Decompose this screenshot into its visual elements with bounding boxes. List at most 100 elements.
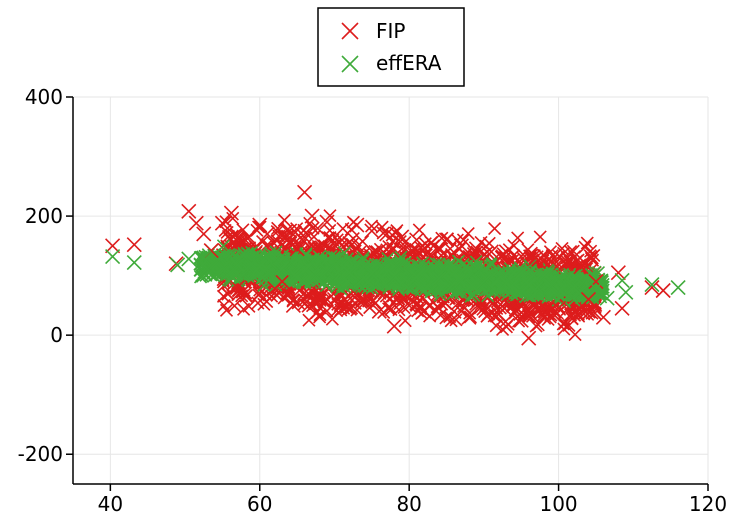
efferra-cloud-point bbox=[514, 266, 528, 280]
fip-point-27 bbox=[349, 217, 365, 233]
fip-point-23 bbox=[319, 214, 335, 230]
efferra-point-1 bbox=[126, 254, 142, 271]
legend-label-fip: FIP bbox=[376, 19, 405, 43]
fip-point-43 bbox=[468, 241, 484, 257]
efferra-cloud-point bbox=[360, 260, 375, 274]
fip-point-22 bbox=[311, 288, 328, 305]
fip-cloud-point bbox=[565, 312, 579, 326]
fip-cloud-point bbox=[219, 215, 233, 229]
fip-cloud-point bbox=[365, 219, 379, 233]
fip-cloud-point bbox=[488, 221, 502, 236]
efferra-point-18 bbox=[498, 275, 514, 291]
efferra-cloud-point bbox=[485, 280, 499, 294]
efferra-point-27 bbox=[670, 279, 686, 296]
fip-point-4 bbox=[188, 215, 204, 231]
efferra-cloud-point bbox=[386, 273, 400, 287]
fip-cloud-point bbox=[580, 236, 594, 250]
fip-point-40 bbox=[446, 303, 462, 319]
efferra-point-25 bbox=[618, 284, 634, 300]
fip-point-8 bbox=[223, 205, 239, 221]
fip-point-50 bbox=[521, 330, 537, 346]
efferra-cloud-point bbox=[549, 273, 563, 287]
efferra-point-7 bbox=[252, 259, 268, 275]
efferra-cloud-point bbox=[513, 264, 527, 278]
fip-point-16 bbox=[282, 223, 298, 239]
fip-point-53 bbox=[543, 253, 559, 269]
fip-cloud-point bbox=[219, 303, 234, 317]
fip-cloud-point bbox=[511, 231, 525, 245]
fip-point-30 bbox=[371, 303, 387, 319]
efferra-point-24 bbox=[614, 272, 630, 288]
fip-point-49 bbox=[513, 312, 529, 328]
fip-cloud-point bbox=[227, 299, 242, 313]
fip-cloud-point bbox=[276, 228, 290, 242]
fip-cloud-point bbox=[495, 322, 510, 337]
fip-point-1 bbox=[126, 237, 142, 253]
efferra-cloud-point bbox=[433, 288, 447, 302]
fip-point-37 bbox=[424, 235, 440, 251]
fip-cloud-point bbox=[265, 289, 279, 303]
legend-marker-efferra bbox=[341, 55, 359, 73]
fip-cloud-point bbox=[328, 238, 342, 252]
fip-cloud-point bbox=[375, 220, 389, 234]
efferra-point-11 bbox=[341, 265, 357, 281]
fip-point-44 bbox=[476, 300, 492, 316]
efferra-point-8 bbox=[274, 260, 290, 277]
efferra-point-0 bbox=[105, 248, 121, 265]
efferra-cloud-point bbox=[511, 284, 525, 298]
fip-point-42 bbox=[461, 309, 477, 325]
fip-point-26 bbox=[341, 300, 357, 316]
y-tick-label-3: -200 bbox=[18, 442, 63, 466]
fip-point-5 bbox=[196, 226, 212, 242]
fip-cloud-point bbox=[356, 247, 371, 261]
x-tick-label-0: 40 bbox=[98, 492, 123, 516]
fip-cloud-point bbox=[382, 302, 396, 316]
fip-cloud-point bbox=[342, 236, 356, 250]
efferra-cloud-point bbox=[431, 269, 445, 283]
efferra-point-13 bbox=[386, 268, 402, 284]
fip-cloud-point bbox=[236, 223, 250, 237]
fip-point-20 bbox=[300, 285, 316, 302]
legend-box bbox=[317, 7, 465, 87]
fip-cloud-point bbox=[407, 242, 421, 256]
fip-point-21 bbox=[304, 208, 320, 224]
efferra-cloud-point bbox=[450, 272, 464, 286]
fip-point-31 bbox=[379, 226, 395, 242]
fip-cloud-point bbox=[220, 239, 234, 253]
efferra-point-21 bbox=[565, 279, 582, 296]
grid-lines bbox=[73, 96, 709, 484]
y-tick-label-2: 0 bbox=[50, 323, 63, 347]
fip-point-55 bbox=[558, 256, 574, 272]
fip-cloud-point bbox=[277, 213, 291, 227]
fip-point-33 bbox=[394, 229, 410, 245]
fip-cloud-point bbox=[313, 310, 327, 324]
fip-cloud-point bbox=[443, 242, 457, 256]
fip-point-17 bbox=[285, 297, 301, 313]
fip-point-56 bbox=[565, 306, 582, 322]
efferra-cloud-point bbox=[209, 256, 223, 270]
fip-point-45 bbox=[483, 244, 499, 260]
fip-cloud-point bbox=[449, 313, 463, 327]
efferra-point-16 bbox=[453, 272, 470, 288]
efferra-cloud-point bbox=[288, 268, 302, 282]
efferra-point-17 bbox=[476, 274, 492, 290]
y-tick-label-0: 400 bbox=[25, 85, 63, 109]
efferra-cloud-point bbox=[340, 252, 354, 266]
fip-cloud-point bbox=[583, 249, 597, 263]
fip-point-38 bbox=[431, 300, 447, 316]
fip-cloud-point bbox=[226, 211, 240, 225]
legend-marker-fip bbox=[341, 22, 359, 40]
fip-cloud-point bbox=[373, 242, 388, 256]
fip-cloud-point bbox=[525, 309, 540, 323]
legend-cross-efferra bbox=[341, 55, 359, 73]
fip-point-64 bbox=[655, 282, 671, 299]
efferra-cloud-point bbox=[460, 259, 474, 273]
fip-cloud-point bbox=[310, 305, 324, 320]
efferra-point-14 bbox=[409, 269, 425, 285]
efferra-cloud-point bbox=[296, 274, 310, 288]
fip-cloud-point bbox=[506, 248, 521, 263]
fip-cloud-point bbox=[581, 307, 595, 321]
efferra-cloud-point bbox=[442, 257, 456, 271]
efferra-point-6 bbox=[229, 257, 245, 273]
y-tick-label-1: 200 bbox=[25, 204, 63, 228]
